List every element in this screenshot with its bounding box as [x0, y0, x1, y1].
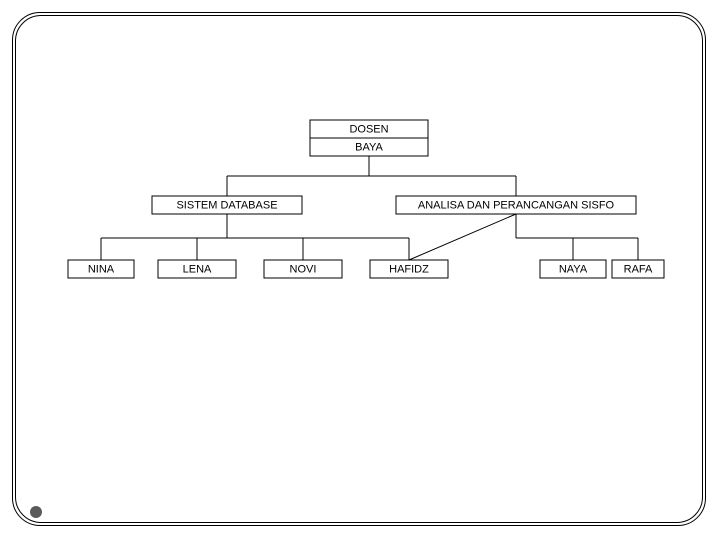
org-chart: DOSEN BAYA SISTEM DATABASE ANALISA DAN PERA…	[0, 0, 720, 540]
node-dosen: DOSEN	[310, 120, 428, 138]
node-novi: NOVI	[264, 260, 342, 278]
node-lena: LENA	[158, 260, 236, 278]
svg-text:NINA: NINA	[88, 264, 115, 276]
node-adps: ANALISA DAN PERANCANGAN SISFO	[396, 196, 636, 214]
svg-text:NAYA: NAYA	[559, 264, 588, 276]
node-sdb: SISTEM DATABASE	[152, 196, 302, 214]
svg-text:HAFIDZ: HAFIDZ	[389, 264, 429, 276]
node-naya: NAYA	[540, 260, 606, 278]
svg-text:DOSEN: DOSEN	[349, 124, 388, 136]
svg-text:BAYA: BAYA	[355, 142, 383, 154]
node-hafidz: HAFIDZ	[370, 260, 448, 278]
decorative-dot	[30, 506, 42, 518]
node-baya: BAYA	[310, 138, 428, 156]
svg-text:SISTEM DATABASE: SISTEM DATABASE	[176, 200, 277, 212]
node-rafa: RAFA	[612, 260, 664, 278]
node-nina: NINA	[68, 260, 134, 278]
svg-text:ANALISA DAN PERANCANGAN SISFO: ANALISA DAN PERANCANGAN SISFO	[418, 200, 615, 212]
svg-text:NOVI: NOVI	[290, 264, 317, 276]
svg-text:RAFA: RAFA	[624, 264, 653, 276]
svg-text:LENA: LENA	[183, 264, 212, 276]
